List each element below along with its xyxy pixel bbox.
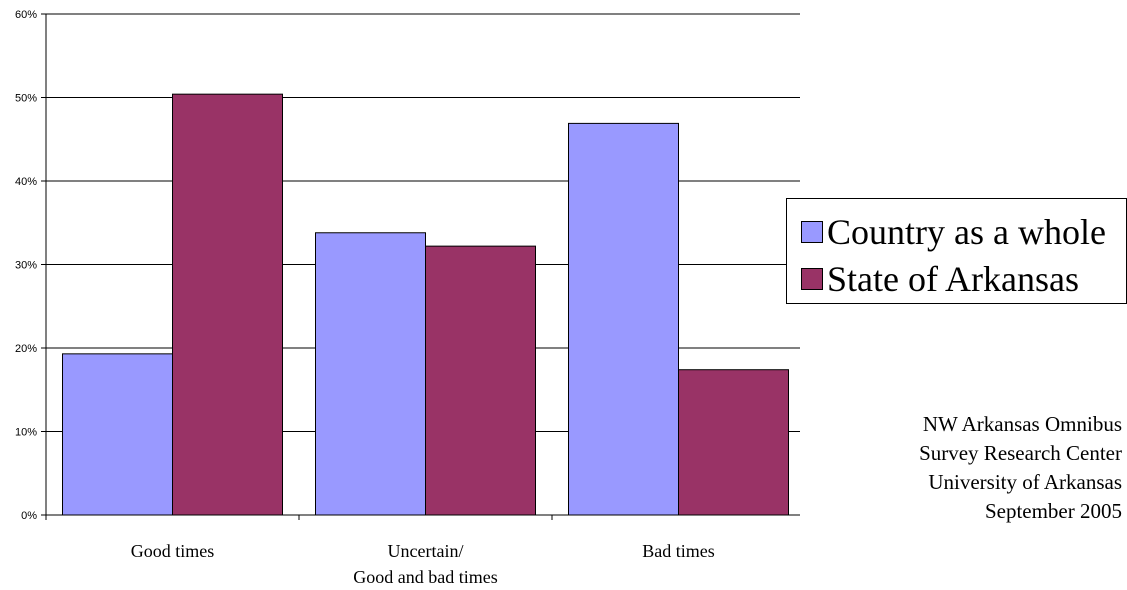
y-tick-labels: 0% 10% 20% 30% 40% 50% 60% <box>15 9 37 522</box>
x-category-labels: Good times Uncertain/Good and bad times Ba… <box>131 541 715 587</box>
y-tick-label-0: 0% <box>21 510 37 522</box>
x-category-label-1-line-1: Good times <box>131 541 215 561</box>
y-tick-label-40: 40% <box>15 176 37 188</box>
x-category-label-3-line-1: Bad times <box>642 541 715 561</box>
bar-series2-cat1 <box>172 93 283 516</box>
source-note: NW Arkansas Omnibus Survey Research Cent… <box>919 410 1122 526</box>
source-line-1: NW Arkansas Omnibus <box>922 412 1122 436</box>
bar-chart: 0% 10% 20% 30% 40% 50% 60% Good times Uncertain… <box>15 9 800 587</box>
source-line-3: University of Arkansas <box>928 470 1122 494</box>
y-tick-label-10: 10% <box>15 427 37 439</box>
bar-series2-cat2 <box>425 245 536 516</box>
legend-label-arkansas: State of Arkansas <box>827 259 1079 299</box>
bar-series1-cat3 <box>568 122 679 516</box>
y-tick-label-60: 60% <box>15 9 37 21</box>
bar-series1-cat1 <box>62 353 173 516</box>
legend-swatch-country <box>801 221 823 243</box>
source-line-2: Survey Research Center <box>919 441 1122 465</box>
legend-label-country: Country as a whole <box>827 212 1106 252</box>
y-tick-label-30: 30% <box>15 260 37 272</box>
x-category-label-2-line-1: Uncertain/ <box>388 541 464 561</box>
legend: Country as a whole State of Arkansas <box>786 198 1127 304</box>
y-tick-label-50: 50% <box>15 93 37 105</box>
x-category-label-2-line-2: Good and bad times <box>353 567 497 587</box>
bars <box>62 93 789 516</box>
axes <box>41 13 800 520</box>
source-line-4: September 2005 <box>984 499 1122 523</box>
bar-series2-cat3 <box>678 369 789 516</box>
legend-swatch-arkansas <box>801 268 823 290</box>
bar-series1-cat2 <box>315 232 426 516</box>
legend-item-country: Country as a whole <box>801 212 1106 252</box>
legend-item-arkansas: State of Arkansas <box>801 259 1079 299</box>
y-tick-label-20: 20% <box>15 343 37 355</box>
